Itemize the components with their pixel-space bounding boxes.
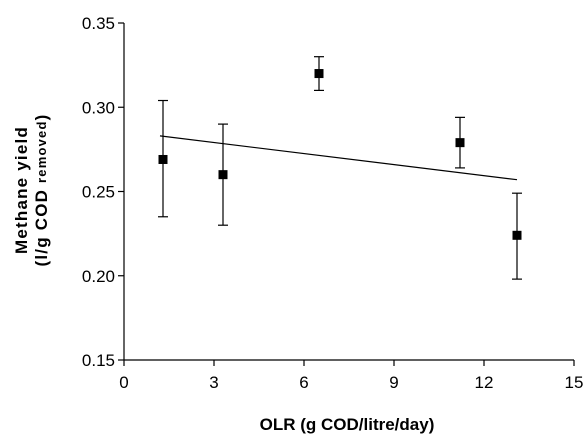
y-axis-title-line1: Methane yield: [12, 126, 31, 254]
tick-labels: 0.15 0.20 0.25 0.30 0.35 0 3 6 9 12 15: [82, 14, 584, 392]
data-point: [158, 154, 168, 164]
y-tick-label: 0.25: [82, 183, 115, 202]
data-point: [512, 230, 522, 240]
axes: [123, 23, 574, 361]
x-tick-label: 12: [475, 373, 494, 392]
error-bars: [158, 56, 522, 280]
y-axis-title-line2-end: ): [32, 114, 51, 121]
x-tick-label: 15: [565, 373, 584, 392]
data-point: [218, 170, 228, 180]
data-point: [455, 138, 465, 148]
trendline-group: [159, 135, 518, 181]
y-tick-label: 0.15: [82, 351, 115, 370]
data-points: [158, 69, 522, 240]
y-axis-title-line2: (l/g COD removed): [32, 114, 51, 267]
y-axis-title-line2-main: (l/g COD: [32, 183, 51, 267]
x-axis-title: OLR (g COD/litre/day): [260, 415, 435, 434]
y-tick-label: 0.35: [82, 14, 115, 33]
y-tick-label: 0.20: [82, 267, 115, 286]
x-tick-label: 0: [119, 373, 128, 392]
x-tick-label: 6: [299, 373, 308, 392]
x-tick-label: 3: [209, 373, 218, 392]
y-axis-title: Methane yield (l/g COD removed): [12, 114, 51, 267]
data-point: [314, 69, 324, 79]
tick-marks: [118, 22, 575, 366]
x-tick-label: 9: [389, 373, 398, 392]
y-tick-label: 0.30: [82, 98, 115, 117]
trendline: [159, 135, 518, 181]
y-axis-title-subscript: removed: [34, 120, 49, 183]
